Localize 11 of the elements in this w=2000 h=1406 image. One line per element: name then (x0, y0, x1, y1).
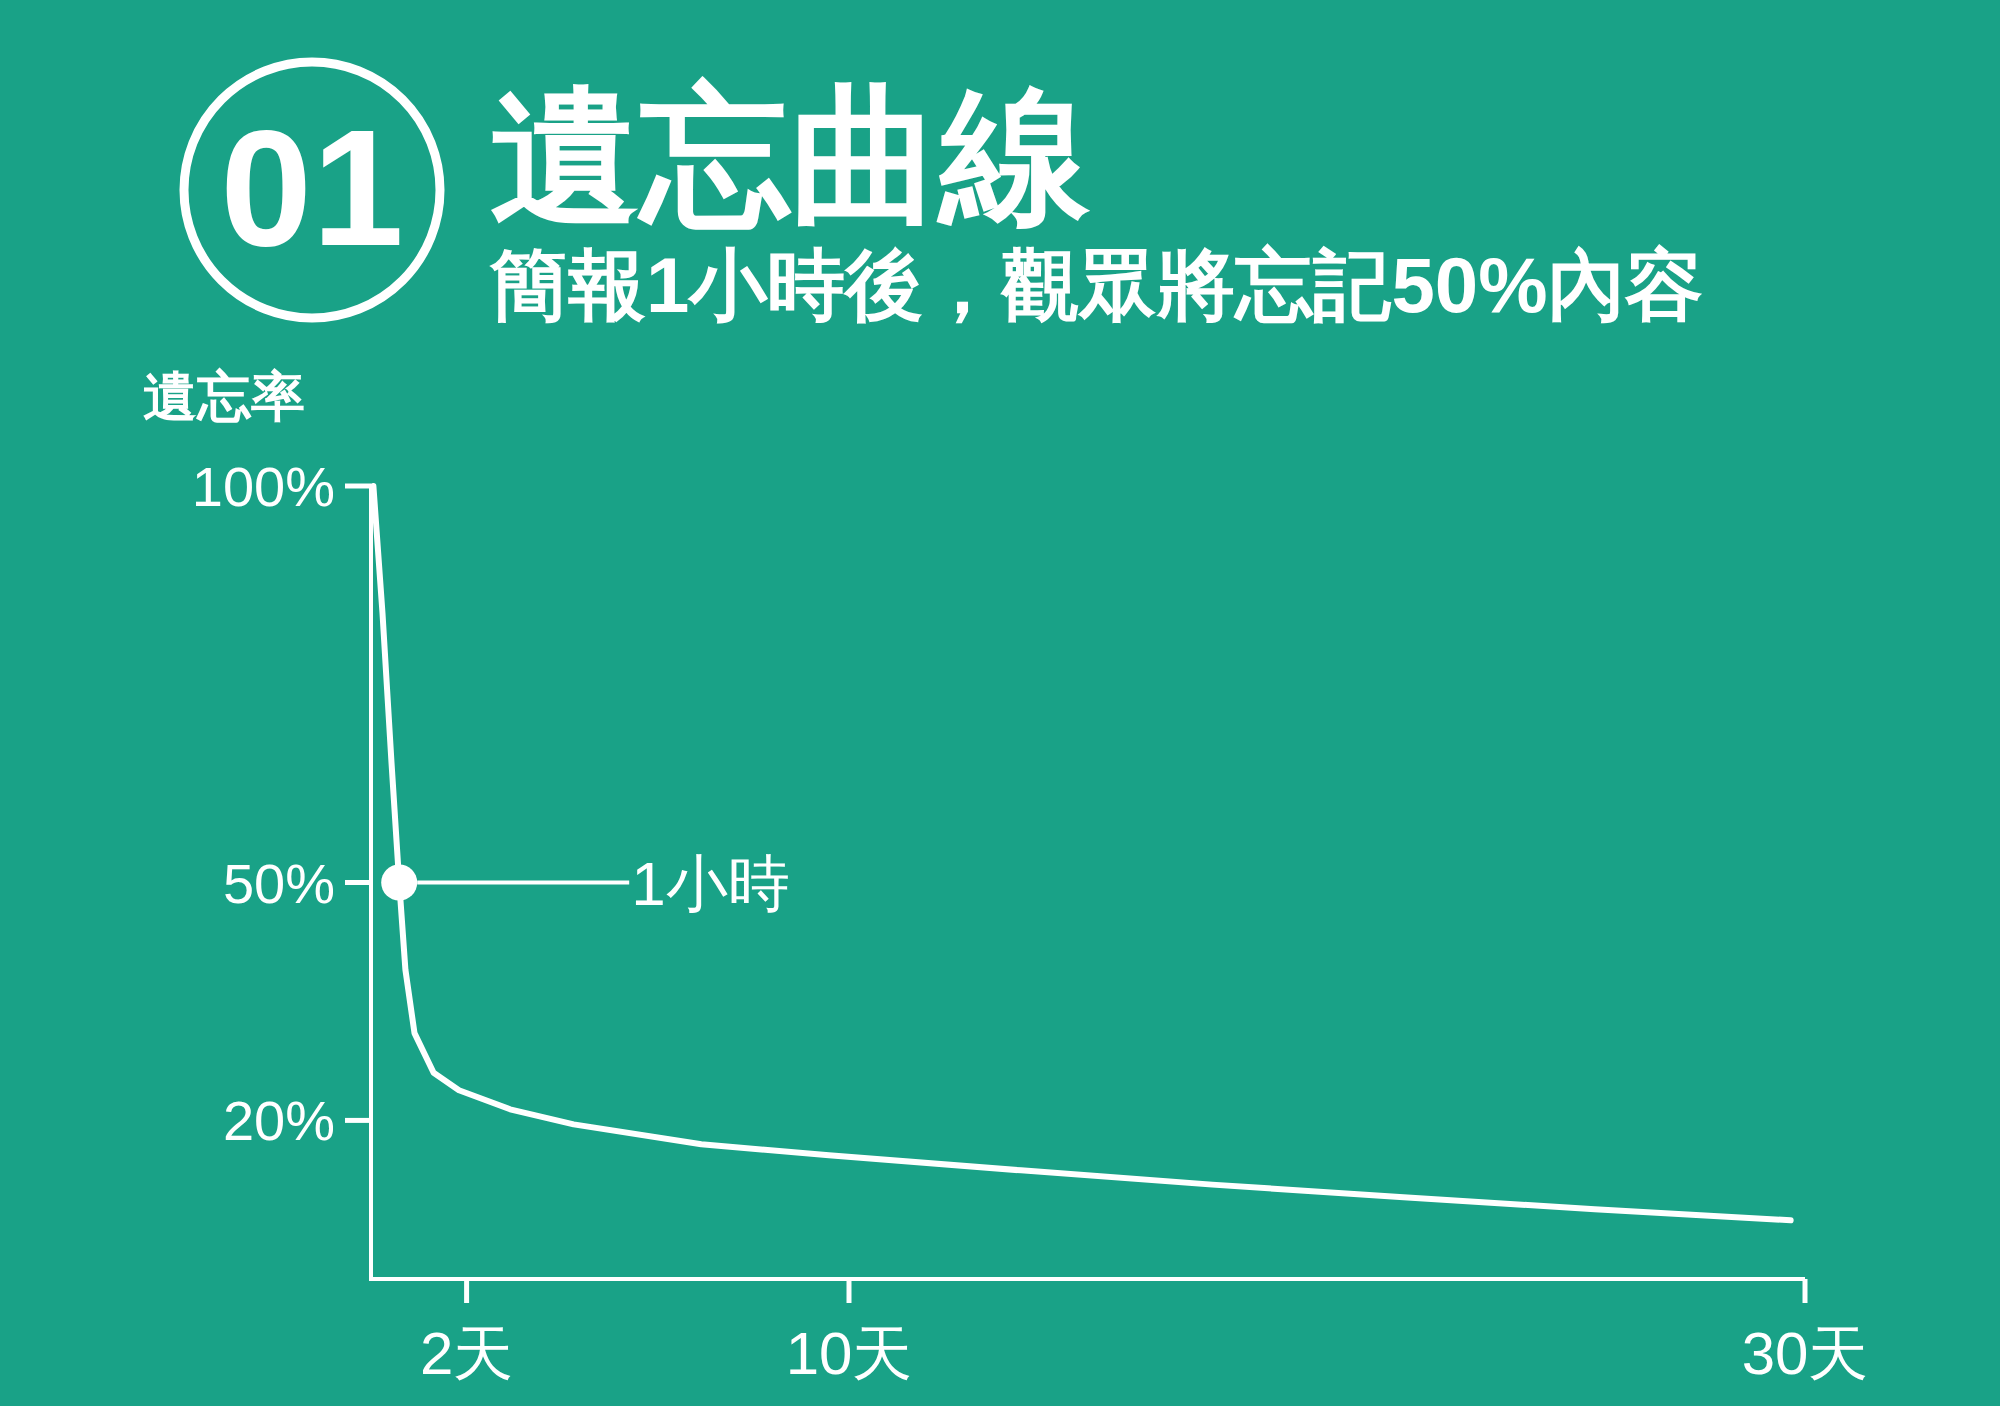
x-tick-label: 2天 (419, 1320, 514, 1387)
chart-title: 遺忘曲線 (490, 72, 1091, 240)
text: 01 (220, 96, 404, 280)
y-axis-title: 遺忘率 (143, 366, 305, 426)
chart-subtitle: 簡報1小時後，觀眾將忘記50%內容 (489, 241, 1704, 329)
y-tick-label: 100% (191, 455, 335, 518)
y-tick-label: 20% (222, 1089, 335, 1153)
y-tick-label: 50% (222, 851, 335, 915)
x-tick-label: 30天 (1741, 1320, 1869, 1387)
x-tick-label: 10天 (785, 1320, 913, 1387)
annotation: 1小時 (631, 848, 790, 918)
